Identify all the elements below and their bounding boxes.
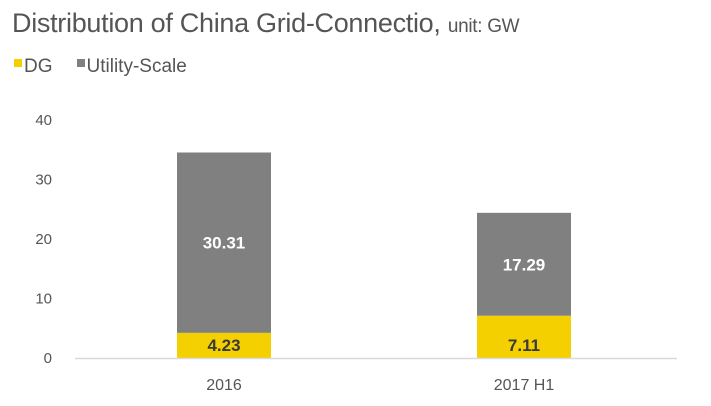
legend-label-dg: DG xyxy=(24,56,53,77)
bar-utility-scale-2016 xyxy=(177,152,271,333)
y-tick-label-20: 20 xyxy=(35,231,52,248)
legend-swatch-utility-scale xyxy=(76,59,85,67)
title-unit: unit: GW xyxy=(447,16,520,37)
data-label-utility-scale-2016: 30.31 xyxy=(203,234,246,253)
y-tick-label-40: 40 xyxy=(35,112,52,129)
chart-title: Distribution of China Grid-Connectio, un… xyxy=(12,8,520,39)
bar-utility-scale-2017-h1 xyxy=(477,212,571,316)
y-tick-label-10: 10 xyxy=(35,291,52,308)
legend-swatch-dg xyxy=(14,59,22,67)
legend: DG Utility-Scale xyxy=(14,56,211,78)
legend-item-dg: DG xyxy=(14,56,53,78)
data-label-utility-scale-2017-h1: 17.29 xyxy=(503,255,546,274)
bar-dg-2016 xyxy=(177,332,271,358)
title-text: Distribution of China Grid-Connectio, xyxy=(12,8,441,38)
legend-item-utility-scale: Utility-Scale xyxy=(76,56,187,78)
x-tick-label-2017-h1: 2017 H1 xyxy=(494,377,555,394)
x-tick-label-2016: 2016 xyxy=(206,377,242,394)
data-label-dg-2016: 4.23 xyxy=(207,336,240,355)
bar-dg-2017-h1 xyxy=(477,315,571,358)
data-label-dg-2017-h1: 7.11 xyxy=(508,336,540,355)
legend-label-utility-scale: Utility-Scale xyxy=(86,56,187,77)
y-tick-label-0: 0 xyxy=(44,350,52,367)
y-tick-label-30: 30 xyxy=(35,172,52,189)
